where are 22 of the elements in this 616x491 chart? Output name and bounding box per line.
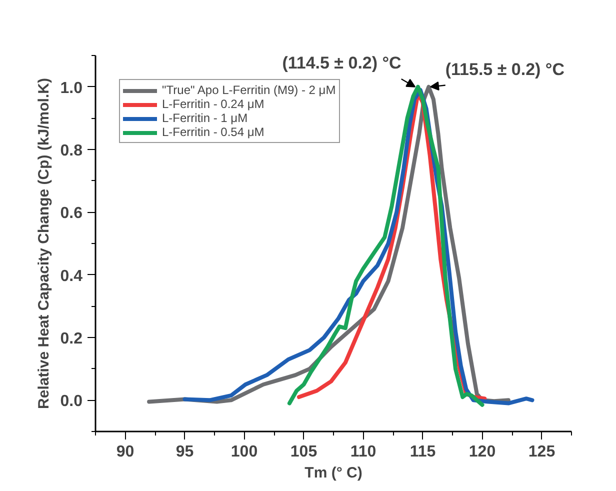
y-tick-label: 1.0 [60, 80, 83, 97]
y-tick-label: 0.6 [60, 205, 83, 222]
legend-label: L-Ferritin - 0.54 μM [162, 125, 264, 139]
x-tick-label: 95 [176, 444, 194, 460]
y-tick-label: 0.2 [60, 330, 83, 348]
x-tick-label: 90 [116, 444, 134, 460]
annotation: (115.5 ± 0.2) °C [445, 60, 564, 79]
x-tick-label: 115 [410, 444, 436, 460]
x-axis-title: Tm (° C) [304, 464, 362, 482]
legend-label: "True" Apo L-Ferritin (M9) - 2 μM [162, 83, 336, 97]
legend-label: L-Ferritin - 0.24 μM [162, 97, 264, 111]
x-tick-label: 105 [290, 444, 318, 460]
x-tick-label: 125 [528, 444, 556, 460]
x-tick-label: 110 [350, 444, 376, 460]
legend-label: L-Ferritin - 1 μM [162, 111, 248, 125]
annotation: (114.5 ± 0.2) °C [282, 54, 402, 73]
y-tick-label: 0.4 [60, 268, 83, 285]
x-tick-label: 100 [230, 444, 258, 460]
y-tick-label: 0.0 [60, 393, 83, 410]
y-axis-title: Relative Heat Capacity Change (Cp) (kJ/mol.K) [35, 78, 52, 409]
y-tick-label: 0.8 [60, 142, 83, 160]
x-tick-label: 120 [468, 444, 496, 460]
